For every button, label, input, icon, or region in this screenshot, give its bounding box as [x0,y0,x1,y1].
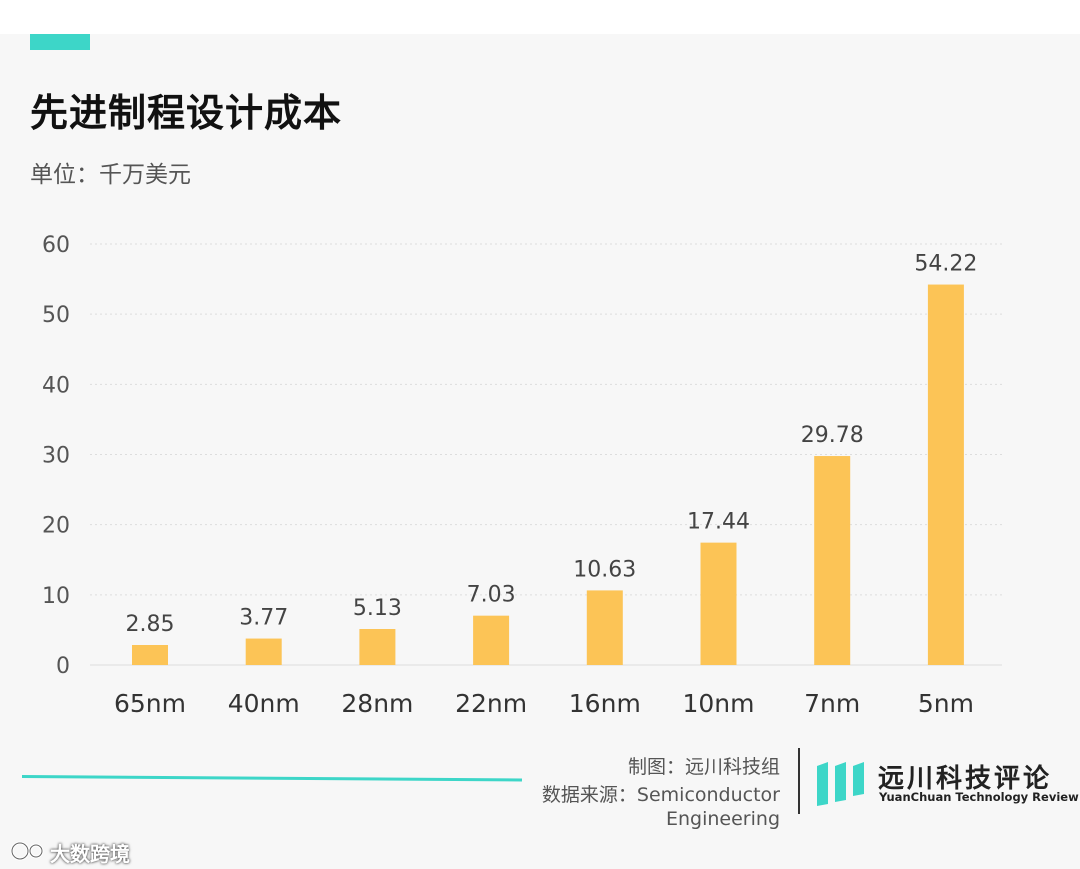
y-tick-label: 20 [42,514,70,539]
value-label: 17.44 [687,510,750,535]
y-tick-label: 40 [42,373,70,398]
data-source-credit: 数据来源：Semiconductor Engineering [542,783,780,831]
x-tick-label: 7nm [804,689,860,718]
x-tick-label: 16nm [569,689,641,718]
x-tick-label: 22nm [455,689,527,718]
y-tick-label: 10 [42,584,70,609]
x-axis-ticks: 65nm 40nm 28nm 22nm 16nm 10nm 7nm 5nm [114,689,974,718]
x-tick-label: 28nm [341,689,413,718]
x-tick-label: 5nm [918,689,974,718]
value-label: 5.13 [353,596,402,621]
accent-bar [30,34,90,50]
chart-card [0,34,1080,869]
y-tick-label: 0 [56,654,70,679]
value-label: 10.63 [573,557,636,582]
bar-16nm [586,590,623,665]
value-label: 29.78 [801,423,864,448]
y-axis-ticks: 0 10 20 30 40 50 60 [42,233,70,679]
value-label: 7.03 [467,583,516,608]
platform-glyph-icon [10,841,44,861]
bar-40nm [245,638,282,665]
brand-logo-icon [817,762,864,806]
grid-lines [90,243,1002,666]
y-tick-label: 30 [42,444,70,469]
x-tick-label: 65nm [114,689,186,718]
bar-28nm [359,629,396,665]
x-tick-label: 10nm [682,689,754,718]
bars [132,284,964,665]
value-label: 3.77 [239,606,288,631]
brand-name-cn: 远川科技评论 [878,764,1053,794]
bar-7nm [814,456,851,665]
platform-name: 大数跨境 [50,842,130,866]
unit-label: 单位：千万美元 [30,162,191,188]
value-label: 54.22 [914,252,977,277]
bar-10nm [700,542,737,665]
brand-name-en: YuanChuan Technology Review [879,790,1079,804]
data-source-line2: Engineering [666,808,780,830]
bar-22nm [473,615,510,665]
y-tick-label: 60 [42,233,70,258]
y-tick-label: 50 [42,303,70,328]
value-labels: 2.85 3.77 5.13 7.03 10.63 17.44 29.78 54.22 [126,252,978,637]
bar-5nm [927,284,964,665]
value-label: 2.85 [126,612,175,637]
platform-watermark: 大数跨境 [10,838,130,867]
data-source-line1: 数据来源：Semiconductor [541,784,780,806]
bar-65nm [132,645,168,665]
chart-title: 先进制程设计成本 [30,91,343,135]
footer-divider [798,748,800,814]
chart-maker-credit: 制图：远川科技组 [627,756,780,778]
x-tick-label: 40nm [228,689,300,718]
